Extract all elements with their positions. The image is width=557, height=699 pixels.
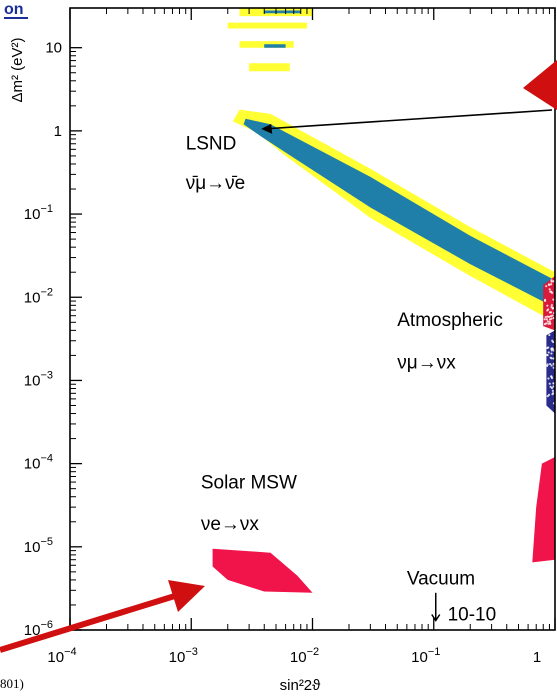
atm-dot [551,377,553,379]
top-fragment-1 [264,11,301,14]
atm-dot [546,309,548,311]
atm-dot [550,291,552,293]
atm-dot [546,305,548,307]
atm-dot [550,279,552,281]
atm-dot [552,390,554,392]
x-axis-title: sin²2ϑ [280,677,322,694]
region-solar-msw-2 [213,549,313,593]
atm-dot [546,354,548,356]
x-tick-label: 1 [533,649,541,666]
annotation-vacuum: Vacuum [407,569,475,590]
atm-dot [549,321,551,323]
region-lsnd-1 [244,119,555,308]
y-tick-label: 10−4 [24,453,53,473]
atm-dot [548,334,550,336]
atm-dot [550,357,552,359]
atm-dot [550,318,552,320]
annotation-atmospheric-formula: νμ→νx [397,352,456,373]
top-fragment-2 [228,23,307,29]
labels-layer: LSND ν̄μ→ν̄e Atmospheric νμ→νx Solar MSW νe→ν… [0,1,503,691]
atm-dot [552,298,554,300]
x-tick-label: 10−2 [290,646,319,666]
y-tick-label: 10−2 [24,286,53,306]
atm-dot [544,318,546,320]
atm-dot [545,285,547,287]
annotation-lsnd-formula: ν̄μ→ν̄e [186,173,246,194]
y-tick-label: 10−3 [24,369,53,389]
red-arrow-left-head [168,580,205,612]
atm-dot [551,387,553,389]
regions-layer [213,8,556,593]
y-tick-label: 10−5 [24,536,53,556]
x-tick-label: 10−4 [47,646,76,666]
black-arrow [265,110,552,129]
atm-dot [547,320,549,322]
annotation-lsnd: LSND [186,133,237,154]
footnote-text: 801) [0,676,24,691]
atm-dot [552,392,554,394]
atm-dot [546,318,548,320]
atm-dot [549,288,551,290]
atm-dot [546,365,548,367]
region-solar-msw-3 [532,457,555,562]
atm-dot [550,315,552,317]
annotation-solar-msw: Solar MSW [201,473,297,494]
red-arrow-right-head [523,60,557,110]
x-tick-label: 10−3 [169,646,198,666]
y-tick-label: 1 [54,123,62,140]
atm-dot [547,346,549,348]
atm-dot [549,363,551,365]
atm-dot [550,348,552,350]
atm-dot [549,323,551,325]
y-tick-label: 10−1 [24,203,53,223]
annotation-atmospheric: Atmospheric [397,310,503,331]
atm-dot [550,352,552,354]
atm-dot [551,304,553,306]
top-fragment-5 [249,63,290,71]
top-fragment-4 [264,44,285,48]
atm-dot [545,322,547,324]
atm-dot [549,383,551,385]
atm-dot [548,351,550,353]
atm-dot [552,307,554,309]
annotation-vacuum-range: 10-10 [448,605,497,626]
y-tick-label: 10 [45,40,62,57]
x-tick-label: 10−1 [411,646,440,666]
atm-dot [551,340,553,342]
atm-dot [547,377,549,379]
annotation-solar-formula: νe→νx [201,514,260,535]
atm-dot [544,299,546,301]
atm-dot [545,316,547,318]
atm-dot [548,283,550,285]
y-axis-title: Δm² (eV²) [9,37,26,102]
atm-dot [548,394,550,396]
atm-dot [550,311,552,313]
header-fragment: on [4,1,24,18]
